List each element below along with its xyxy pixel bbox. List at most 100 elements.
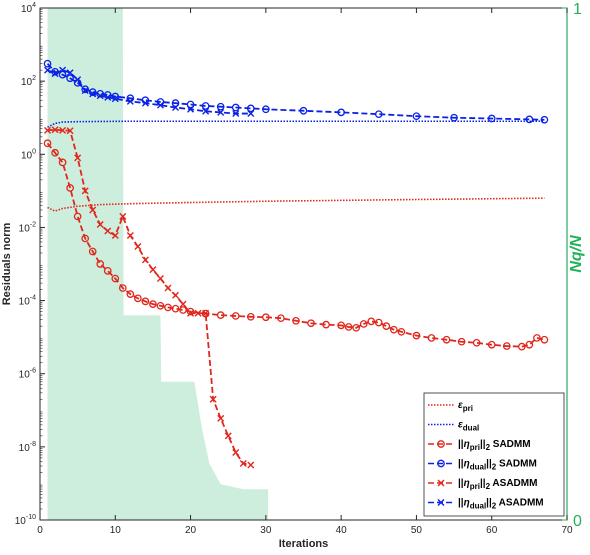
data-point <box>126 232 134 240</box>
series-line <box>47 128 251 466</box>
y-tick-label: 10-10 <box>15 514 36 527</box>
data-point <box>262 313 270 322</box>
data-point-stroke <box>126 97 134 105</box>
data-point <box>51 126 59 134</box>
legend-label: εdual <box>458 420 479 433</box>
data-point <box>292 316 300 325</box>
data-point <box>89 90 97 98</box>
data-point-stroke <box>74 76 82 84</box>
data-point <box>209 395 217 403</box>
data-point <box>397 327 406 336</box>
data-point <box>359 320 368 328</box>
data-point-stroke <box>194 309 202 317</box>
data-point-stroke <box>247 461 255 469</box>
nq-area <box>47 8 269 520</box>
data-point <box>239 460 247 468</box>
data-point-stroke <box>179 300 187 308</box>
data-point-stroke <box>217 108 225 116</box>
data-point-stroke <box>141 256 149 264</box>
data-point-stroke <box>104 227 112 235</box>
data-point <box>525 115 534 124</box>
y-tick-label: 10-6 <box>19 368 36 381</box>
data-point <box>374 318 383 327</box>
data-point <box>119 212 127 220</box>
data-point-stroke <box>134 243 142 251</box>
data-point <box>171 99 180 108</box>
data-point <box>43 59 52 68</box>
data-point <box>149 300 157 308</box>
data-point <box>44 66 52 74</box>
data-point <box>149 266 157 274</box>
data-point-stroke <box>187 105 195 113</box>
series-5 <box>44 66 255 118</box>
axes-layer: 0 10 20 30 40 50 60 7010-1010-810-610-410-21001… <box>15 1 585 536</box>
data-point <box>66 74 74 83</box>
data-point <box>66 69 74 77</box>
data-point <box>450 113 458 122</box>
y-tick-label: 102 <box>21 75 36 88</box>
legend-label: ||ηdual||2 ASADMM <box>458 498 544 511</box>
data-point <box>187 309 195 317</box>
data-point <box>81 85 90 94</box>
data-point <box>216 102 225 111</box>
data-point <box>247 461 255 469</box>
data-point <box>172 104 180 112</box>
legend-label: ||ηpri||2 ASADMM <box>458 478 537 491</box>
data-point-stroke <box>59 66 67 74</box>
y-tick-label: 10-4 <box>19 295 36 308</box>
series-4 <box>44 126 255 469</box>
data-point <box>111 95 119 103</box>
data-point <box>88 88 97 97</box>
legend-item <box>428 459 454 468</box>
data-point <box>134 243 142 251</box>
data-point <box>533 334 541 342</box>
data-point <box>246 104 255 113</box>
data-point <box>412 112 421 121</box>
data-point-stroke <box>217 414 225 422</box>
data-point <box>502 342 511 350</box>
data-point <box>442 335 451 344</box>
x-tick-label: 40 <box>336 525 348 536</box>
data-point <box>59 126 67 134</box>
data-point-stroke <box>437 499 445 506</box>
legend-item <box>428 440 454 448</box>
data-point <box>216 311 225 319</box>
area-layer <box>47 8 269 520</box>
series-line <box>47 120 545 128</box>
x-tick-label: 0 <box>37 525 43 536</box>
series-0 <box>47 197 545 212</box>
data-point <box>187 105 195 113</box>
series-layer <box>43 59 549 469</box>
data-point <box>437 440 445 448</box>
data-point <box>224 432 232 440</box>
legend-label: εpri <box>458 400 473 413</box>
data-point <box>96 221 104 229</box>
data-point-stroke <box>111 232 119 240</box>
y2-axis-label: Nq/N <box>568 235 585 273</box>
data-point <box>262 105 270 114</box>
data-point <box>179 306 187 314</box>
data-point-stroke <box>202 107 210 115</box>
data-point <box>337 108 345 117</box>
data-point-stroke <box>119 212 127 220</box>
data-point <box>525 340 534 349</box>
data-point-stroke <box>202 309 210 317</box>
data-point <box>307 319 315 328</box>
data-point-stroke <box>437 479 445 487</box>
data-point <box>81 87 89 95</box>
data-point <box>111 274 120 283</box>
data-point-stroke <box>187 309 195 317</box>
data-point <box>217 108 225 116</box>
data-point-stroke <box>164 284 172 292</box>
data-point <box>51 148 59 157</box>
data-point-stroke <box>89 206 97 214</box>
data-point <box>58 70 67 79</box>
data-point <box>179 300 187 308</box>
series-line <box>46 142 545 348</box>
legend-item <box>428 499 454 506</box>
data-point-stroke <box>111 95 119 103</box>
data-point <box>246 312 255 321</box>
data-point-stroke <box>51 126 59 134</box>
data-point-stroke <box>96 221 104 229</box>
